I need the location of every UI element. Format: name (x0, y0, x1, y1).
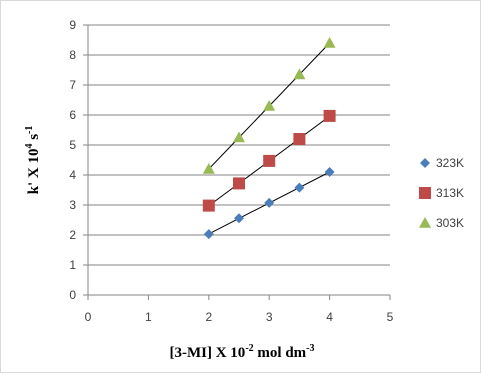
data-point-303K (233, 131, 245, 143)
legend-marker-323K (420, 158, 430, 168)
y-tick-label: 0 (69, 288, 76, 302)
axis-layer: 0 1 2 3 4 5 6 7 8 9 0 1 2 3 4 5 (69, 18, 393, 324)
data-point-323K (264, 197, 275, 208)
y-tick-label: 4 (69, 168, 76, 182)
y-tick-label: 2 (69, 228, 76, 242)
x-tick-label: 3 (266, 310, 273, 324)
legend-label-313K: 313K (436, 186, 464, 200)
legend-label-323K: 323K (436, 156, 464, 170)
data-point-313K (233, 177, 245, 190)
data-point-303K (202, 163, 215, 174)
x-tick-label: 5 (387, 310, 394, 324)
y-axis-title-tail: s (26, 134, 42, 144)
data-point-303K (323, 37, 336, 48)
x-tick-label: 2 (205, 310, 212, 324)
x-axis-title-tail: mol dm (254, 345, 307, 361)
legend-marker-313K (419, 187, 431, 199)
data-point-323K (234, 213, 244, 224)
y-tick-label: 7 (69, 78, 76, 92)
data-point-313K (293, 133, 306, 145)
data-point-313K (202, 199, 215, 212)
data-point-303K (263, 100, 276, 111)
data-point-313K (323, 109, 336, 122)
data-point-323K (324, 167, 335, 177)
data-point-323K (294, 182, 305, 193)
data-point-313K (263, 154, 276, 167)
x-tick-label: 0 (85, 310, 92, 324)
x-axis-title-main: [3-MI] X 10 (169, 345, 245, 361)
y-tick-label: 3 (69, 198, 76, 212)
x-tick-label: 1 (145, 310, 152, 324)
y-axis-title-sup2: -1 (24, 126, 35, 134)
x-axis-title-sup2: -3 (306, 343, 314, 354)
x-axis-title-sup: -2 (245, 343, 253, 354)
y-tick-label: 6 (69, 108, 76, 122)
grid-layer (88, 24, 390, 266)
y-tick-label: 9 (69, 18, 76, 32)
y-tick-label: 5 (69, 138, 76, 152)
x-axis-title: [3-MI] X 10-2 mol dm-3 (169, 343, 314, 361)
x-tick-label: 4 (326, 310, 333, 324)
data-point-303K (293, 68, 306, 80)
y-axis-title-sup: 4 (24, 144, 35, 149)
y-axis-title: k' X 104 s-1 (24, 126, 42, 195)
y-tick-label: 1 (69, 258, 76, 272)
y-axis-title-main: k' X 10 (26, 149, 42, 195)
legend-marker-303K (419, 217, 431, 228)
legend-label-303K: 303K (436, 216, 464, 230)
y-tick-label: 8 (69, 48, 76, 62)
data-point-323K (203, 229, 214, 240)
marker-layer (202, 37, 336, 240)
legend: 323K 313K 303K (419, 156, 464, 230)
